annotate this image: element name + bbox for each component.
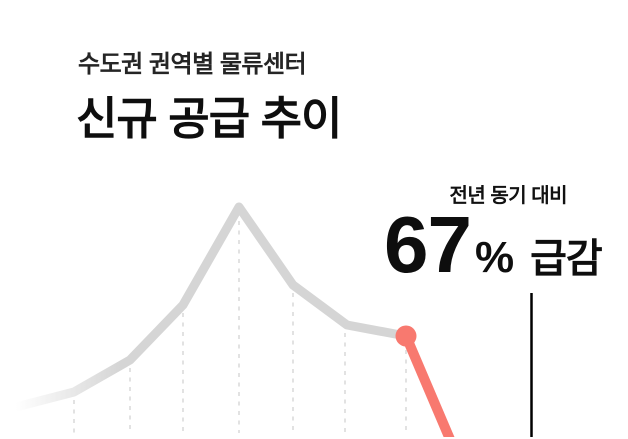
trend-line-red-drop xyxy=(401,334,455,437)
stat-value: 67 xyxy=(384,200,472,289)
stat-unit: % xyxy=(474,233,515,282)
chart-subtitle: 수도권 권역별 물류센터 xyxy=(78,51,307,78)
stat-suffix: 급감 xyxy=(530,237,603,281)
stat-label: 전년 동기 대비 xyxy=(449,185,567,207)
stat-row: 67 % 급감 xyxy=(384,200,603,289)
page-title: 신규 공급 추이 xyxy=(76,93,342,144)
data-point-marker xyxy=(395,325,417,347)
trend-line-gray xyxy=(11,202,411,412)
